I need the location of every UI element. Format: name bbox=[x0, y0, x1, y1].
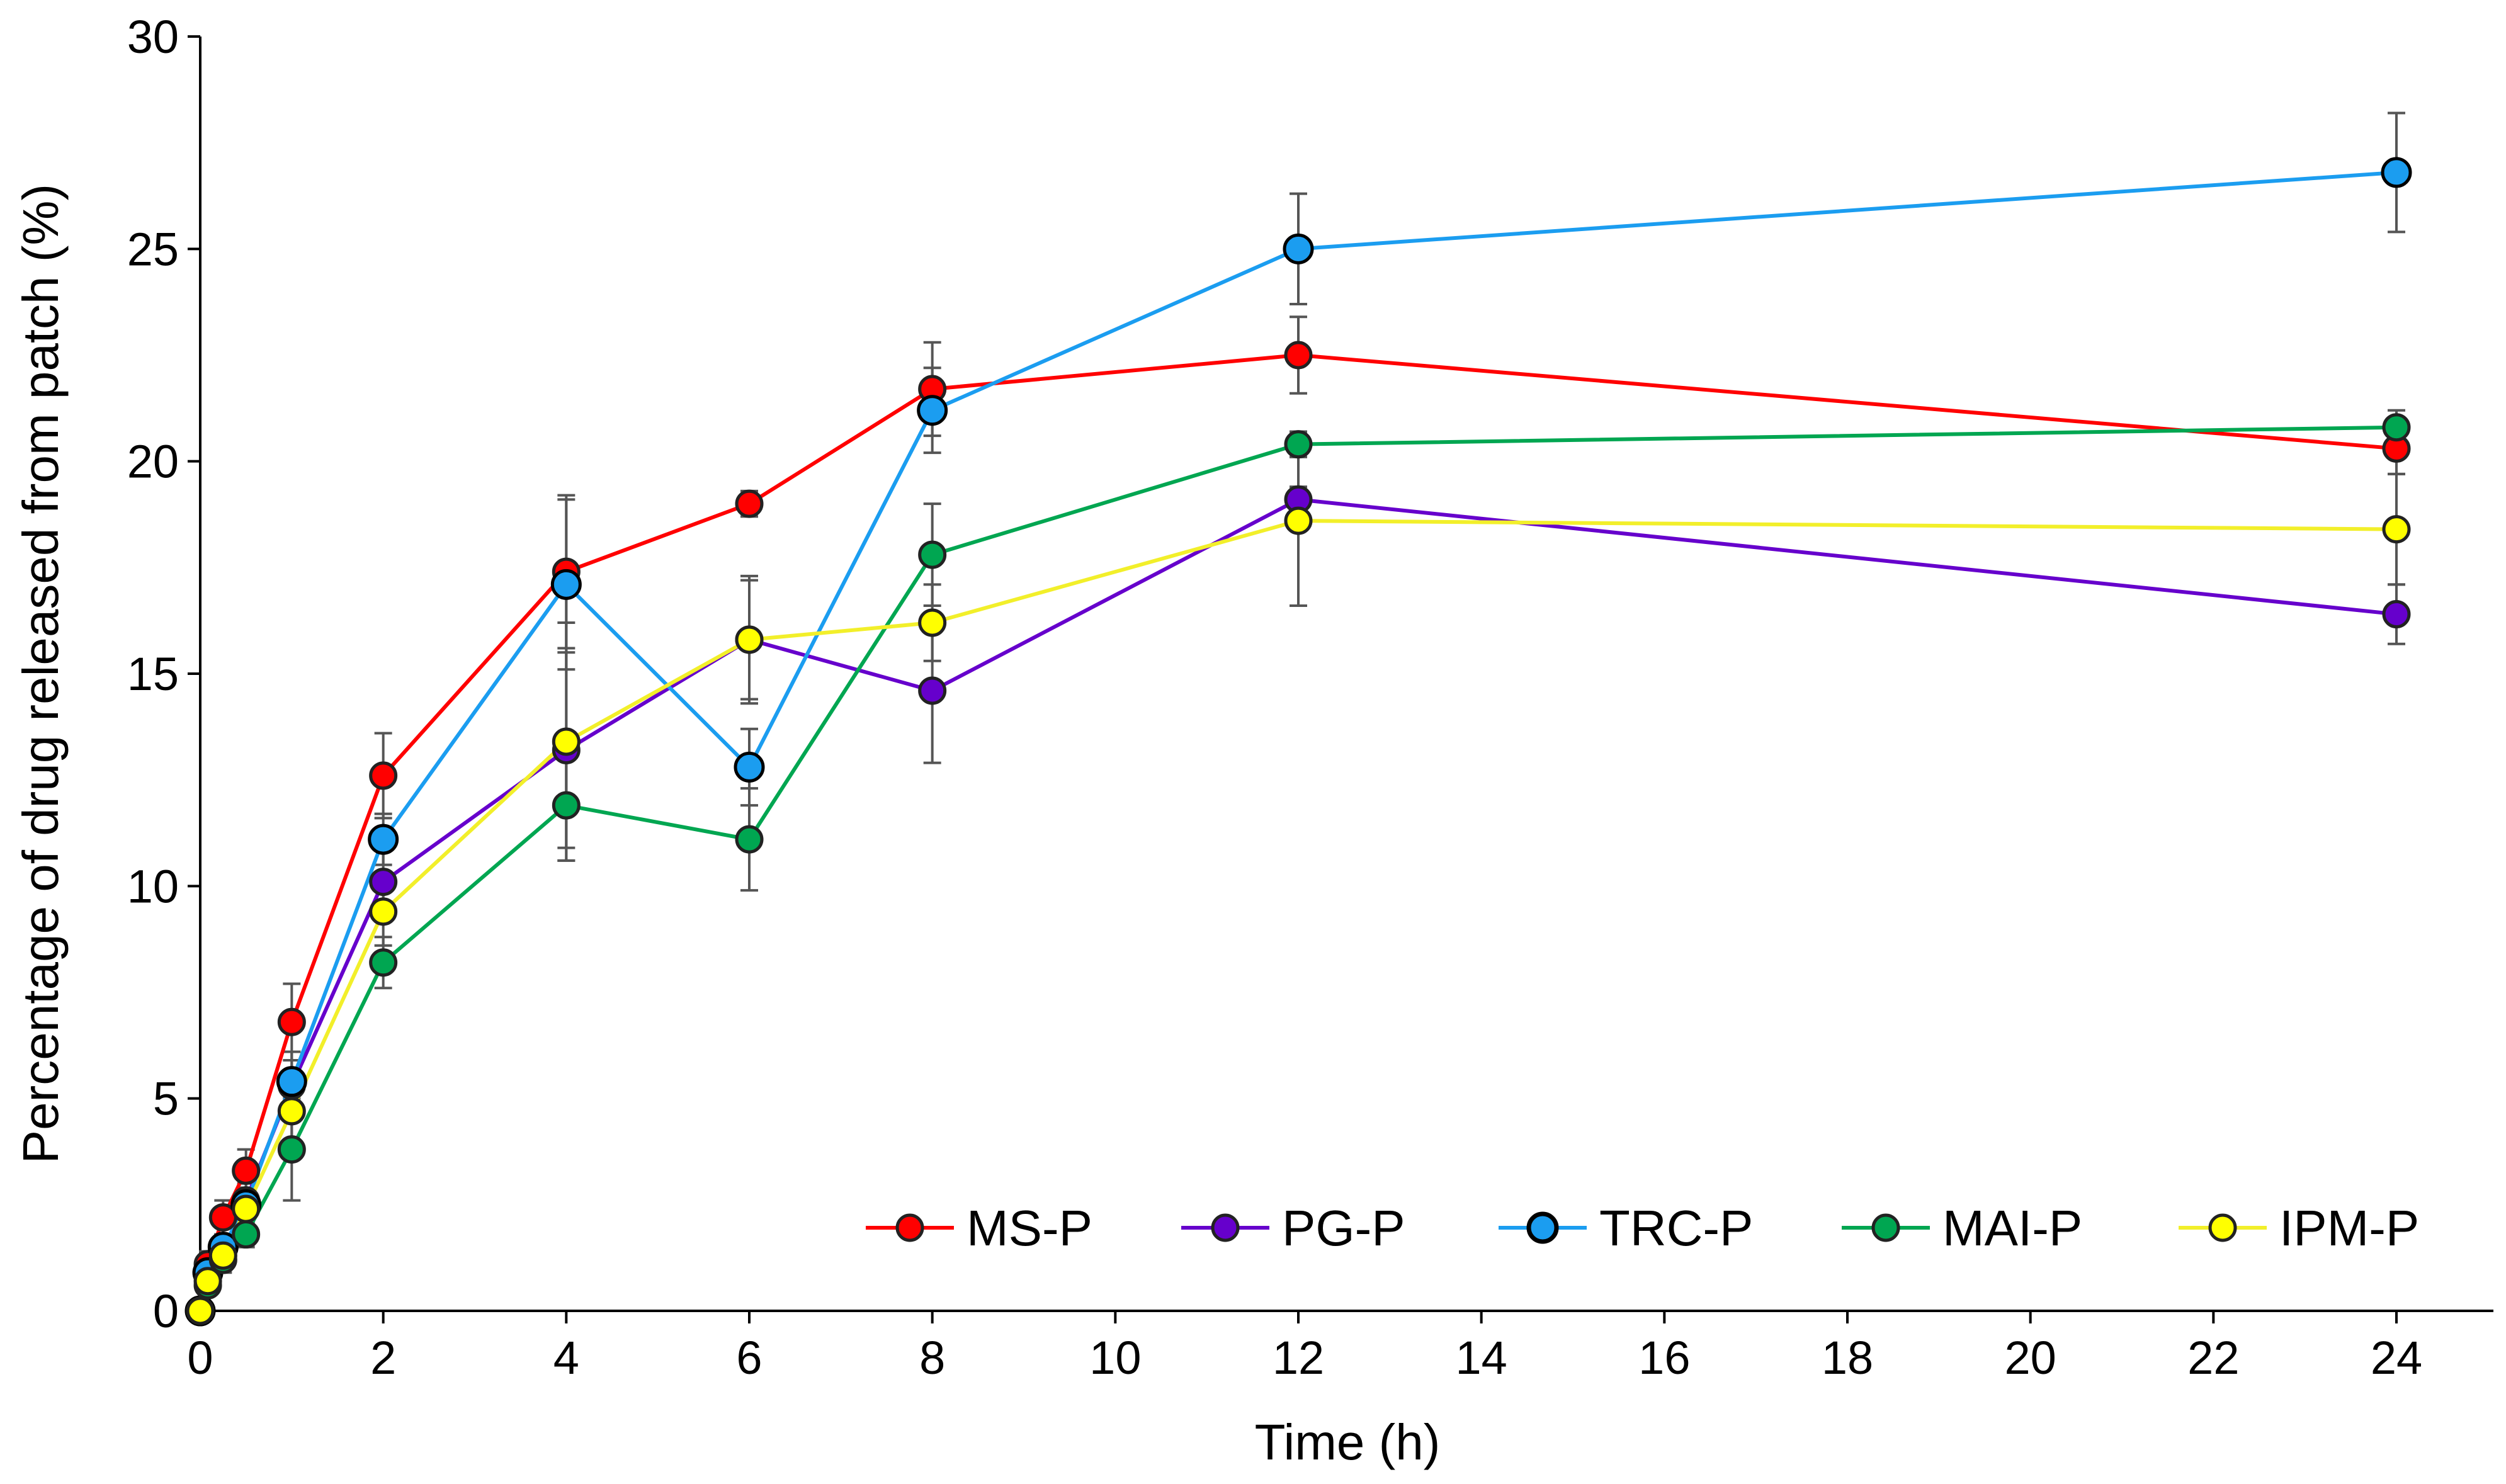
x-tick-label-12: 12 bbox=[1273, 1332, 1324, 1384]
ipm-p-point-6 bbox=[552, 727, 581, 756]
error-bars bbox=[191, 111, 2405, 1317]
pg-p-line bbox=[198, 497, 2397, 1311]
mai-p-point-7 bbox=[735, 825, 764, 854]
ms-p-point-3 bbox=[232, 1156, 261, 1185]
x-tick-label-0: 0 bbox=[187, 1332, 213, 1384]
trc-p-point-4 bbox=[276, 1066, 307, 1097]
ms-p-point-7 bbox=[735, 489, 764, 518]
legend-marker-pg-p bbox=[1211, 1213, 1240, 1242]
x-tick-label-22: 22 bbox=[2187, 1332, 2239, 1384]
ipm-p-point-1 bbox=[193, 1267, 222, 1296]
x-tick-label-20: 20 bbox=[2005, 1332, 2056, 1384]
legend-label-ipm-p: IPM-P bbox=[2279, 1200, 2419, 1256]
x-tick-label-4: 4 bbox=[553, 1332, 579, 1384]
y-axis-title: Percentage of drug released from patch (… bbox=[13, 184, 69, 1164]
legend-marker-ms-p bbox=[895, 1213, 924, 1242]
legend-label-trc-p: TRC-P bbox=[1599, 1200, 1753, 1256]
x-axis-title: Time (h) bbox=[1255, 1414, 1441, 1470]
legend-label-pg-p: PG-P bbox=[1282, 1200, 1405, 1256]
ipm-p-point-5 bbox=[369, 897, 398, 926]
y-tick-label-0: 0 bbox=[153, 1285, 179, 1337]
mai-p-point-9 bbox=[1284, 430, 1313, 459]
axes bbox=[199, 37, 2493, 1312]
ipm-p-point-4 bbox=[277, 1097, 306, 1126]
pg-p-point-10 bbox=[2382, 600, 2411, 629]
x-tick-label-24: 24 bbox=[2371, 1332, 2422, 1384]
pg-p-point-5 bbox=[369, 868, 398, 897]
x-tick-label-10: 10 bbox=[1089, 1332, 1141, 1384]
legend-marker-ipm-p bbox=[2208, 1213, 2237, 1242]
trc-p-point-6 bbox=[550, 569, 582, 600]
mai-p-point-8 bbox=[918, 540, 947, 569]
ms-p-point-5 bbox=[369, 761, 398, 790]
y-tick-label-10: 10 bbox=[127, 860, 179, 912]
x-tick-label-2: 2 bbox=[370, 1332, 396, 1384]
x-tick-label-16: 16 bbox=[1638, 1332, 1690, 1384]
y-tick-label-25: 25 bbox=[127, 223, 179, 275]
pg-p-point-8 bbox=[918, 676, 947, 705]
legend-item-ms-p: MS-P bbox=[866, 1200, 1092, 1256]
ipm-p-point-8 bbox=[918, 608, 947, 637]
y-tick-label-30: 30 bbox=[127, 11, 179, 63]
legend-label-ms-p: MS-P bbox=[967, 1200, 1092, 1256]
y-tick-label-15: 15 bbox=[127, 648, 179, 700]
trc-p-point-9 bbox=[1283, 233, 1314, 264]
ipm-p-point-2 bbox=[208, 1241, 237, 1270]
mai-p-point-5 bbox=[369, 948, 398, 977]
legend-item-pg-p: PG-P bbox=[1181, 1200, 1405, 1256]
x-tick-label-6: 6 bbox=[736, 1332, 762, 1384]
legend-marker-mai-p bbox=[1871, 1213, 1900, 1242]
series-markers bbox=[184, 157, 2412, 1327]
mai-p-point-3 bbox=[232, 1220, 261, 1249]
ipm-p-line bbox=[198, 519, 2397, 1311]
x-tick-label-14: 14 bbox=[1456, 1332, 1507, 1384]
legend-marker-trc-p bbox=[1526, 1211, 1559, 1244]
ipm-p-point-7 bbox=[735, 625, 764, 654]
trc-p-point-10 bbox=[2381, 157, 2412, 188]
ms-p-point-9 bbox=[1284, 341, 1313, 370]
mai-p-point-10 bbox=[2382, 413, 2411, 442]
trc-p-point-8 bbox=[917, 395, 948, 426]
ipm-p-point-3 bbox=[232, 1194, 261, 1223]
y-tick-label-20: 20 bbox=[127, 436, 179, 488]
trc-p-point-5 bbox=[368, 824, 399, 855]
x-tick-label-8: 8 bbox=[919, 1332, 945, 1384]
series bbox=[184, 111, 2412, 1327]
legend: MS-P PG-P TRC-P MAI-P IPM-P bbox=[866, 1200, 2419, 1256]
y-tick-label-5: 5 bbox=[153, 1073, 179, 1125]
legend-item-ipm-p: IPM-P bbox=[2179, 1200, 2419, 1256]
ipm-p-point-9 bbox=[1284, 506, 1313, 535]
trc-p-point-7 bbox=[734, 751, 765, 783]
mai-p-point-6 bbox=[552, 791, 581, 820]
legend-label-mai-p: MAI-P bbox=[1942, 1200, 2082, 1256]
legend-item-trc-p: TRC-P bbox=[1499, 1200, 1753, 1256]
ipm-p-point-0 bbox=[186, 1296, 215, 1325]
x-tick-label-18: 18 bbox=[1822, 1332, 1873, 1384]
legend-item-mai-p: MAI-P bbox=[1842, 1200, 2082, 1256]
mai-p-point-4 bbox=[277, 1135, 306, 1164]
ms-p-point-4 bbox=[277, 1007, 306, 1036]
ipm-p-point-10 bbox=[2382, 515, 2411, 544]
